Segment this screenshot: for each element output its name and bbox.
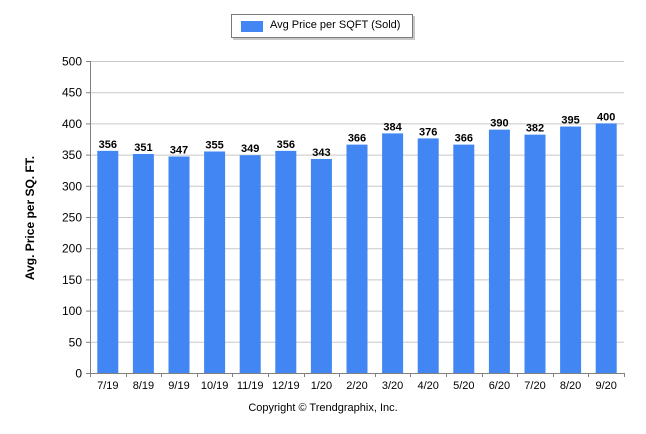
bar: [382, 133, 404, 373]
data-label: 390: [490, 118, 508, 130]
x-tick-label: 4/20: [417, 380, 438, 392]
x-tick-label: 9/19: [168, 380, 189, 392]
bar: [168, 156, 190, 373]
data-label: 355: [205, 139, 223, 151]
data-label: 400: [597, 111, 615, 123]
x-tick-label: 7/19: [97, 380, 118, 392]
bar: [488, 129, 510, 373]
y-tick-label: 500: [62, 55, 82, 69]
x-tick-label: 8/20: [560, 380, 581, 392]
data-label: 356: [99, 139, 117, 151]
data-label: 376: [419, 126, 437, 138]
y-axis-label: Avg. Price per SQ. FT.: [23, 155, 37, 281]
data-label: 366: [455, 133, 473, 145]
data-labels: 356 351 347 355 349 356 343 366 384 376 366 390 382 3…: [99, 111, 616, 159]
x-tick-label: 3/20: [382, 380, 403, 392]
data-label: 351: [134, 142, 152, 154]
x-axis: 7/19 8/19 9/19 10/19 11/19 12/19 1/20 2/20 3/20 4…: [90, 373, 625, 392]
bar: [97, 150, 119, 373]
x-tick-label: 5/20: [453, 380, 474, 392]
y-tick-label: 300: [62, 179, 82, 193]
data-label: 384: [383, 121, 402, 133]
bar: [132, 153, 154, 373]
y-axis: 0 50 100 150 200 250 300 350 400 450 500: [62, 55, 91, 381]
y-tick-label: 150: [62, 273, 82, 287]
legend-label: Avg Price per SQFT (Sold): [270, 19, 401, 31]
y-tick-label: 350: [62, 148, 82, 162]
y-tick-label: 250: [62, 211, 82, 225]
data-label: 349: [241, 143, 259, 155]
x-tick-label: 2/20: [346, 380, 367, 392]
copyright-caption: Copyright © Trendgraphix, Inc.: [248, 402, 398, 414]
bar-series: [97, 123, 617, 374]
bar: [204, 151, 226, 373]
y-tick-label: 200: [62, 242, 82, 256]
x-tick-label: 10/19: [201, 380, 229, 392]
y-tick-label: 50: [69, 335, 83, 349]
data-label: 382: [526, 123, 544, 135]
data-label: 347: [170, 144, 188, 156]
bar: [346, 144, 368, 373]
legend-swatch: [241, 21, 263, 32]
bar: [310, 158, 332, 373]
bar: [524, 134, 546, 373]
x-tick-label: 6/20: [489, 380, 510, 392]
x-tick-label: 1/20: [311, 380, 332, 392]
y-tick-label: 0: [75, 367, 82, 381]
data-label: 356: [277, 139, 295, 151]
x-tick-label: 11/19: [237, 380, 264, 392]
y-tick-label: 100: [62, 304, 82, 318]
x-tick-label: 12/19: [272, 380, 300, 392]
data-label: 343: [312, 147, 330, 159]
legend: Avg Price per SQFT (Sold): [231, 14, 413, 38]
data-label: 366: [348, 133, 366, 145]
bar: [595, 123, 617, 374]
x-tick-label: 8/19: [133, 380, 154, 392]
bar: [239, 155, 261, 373]
y-tick-label: 450: [62, 86, 82, 100]
bar: [453, 144, 475, 373]
data-label: 395: [561, 115, 579, 127]
x-tick-label: 7/20: [524, 380, 545, 392]
x-tick-label: 9/20: [595, 380, 616, 392]
bar: [417, 138, 439, 373]
bar: [560, 126, 582, 374]
y-tick-label: 400: [62, 117, 82, 131]
bar: [275, 150, 297, 373]
